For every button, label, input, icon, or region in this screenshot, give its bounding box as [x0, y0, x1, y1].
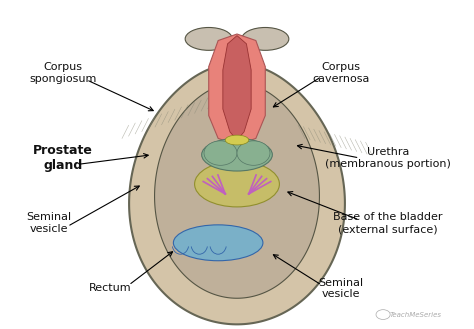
Ellipse shape	[201, 139, 273, 171]
Text: Urethra
(membranous portion): Urethra (membranous portion)	[325, 147, 451, 169]
Text: Corpus
spongiosum: Corpus spongiosum	[29, 63, 96, 84]
Text: Seminal
vesicle: Seminal vesicle	[26, 213, 71, 234]
Text: Corpus
cavernosa: Corpus cavernosa	[312, 63, 369, 84]
Text: Rectum: Rectum	[89, 284, 131, 293]
Polygon shape	[223, 36, 251, 140]
Ellipse shape	[225, 135, 249, 145]
Ellipse shape	[173, 225, 263, 261]
Ellipse shape	[237, 141, 270, 165]
Ellipse shape	[204, 141, 237, 165]
Polygon shape	[209, 34, 265, 145]
Ellipse shape	[185, 28, 232, 50]
Text: Prostate
gland: Prostate gland	[33, 144, 92, 172]
Text: Base of the bladder
(external surface): Base of the bladder (external surface)	[333, 213, 443, 234]
Ellipse shape	[195, 161, 279, 207]
PathPatch shape	[129, 63, 345, 324]
PathPatch shape	[155, 83, 319, 298]
Text: TeachMeSeries: TeachMeSeries	[390, 312, 442, 318]
Ellipse shape	[242, 28, 289, 50]
Text: Seminal
vesicle: Seminal vesicle	[318, 278, 363, 299]
